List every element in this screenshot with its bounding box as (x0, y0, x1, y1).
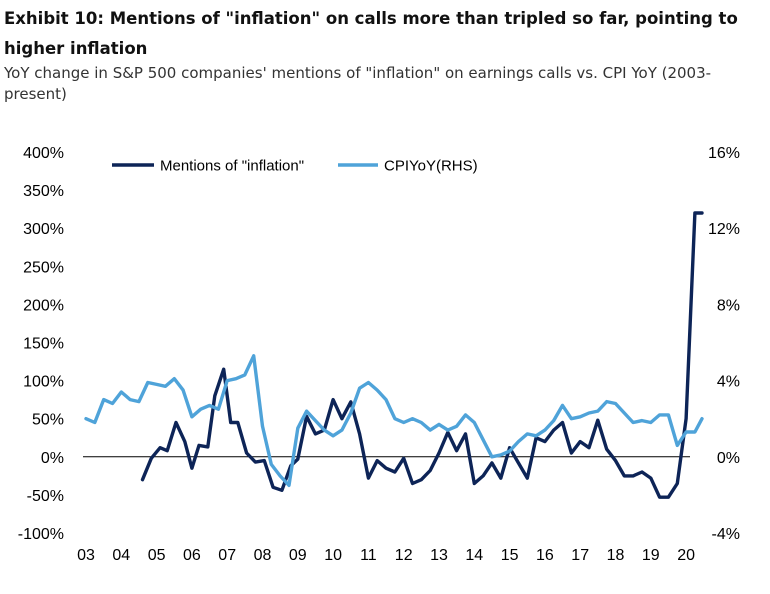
mentions-series-line (140, 211, 704, 499)
y-right-tick-label: -4% (712, 526, 740, 543)
x-tick-label: 10 (324, 547, 342, 564)
y-left-tick-label: 250% (23, 259, 64, 276)
x-tick-label: 05 (148, 547, 166, 564)
legend-label-mentions: Mentions of "inflation" (160, 158, 304, 175)
y-left-tick-label: 150% (23, 336, 64, 353)
y-left-tick-label: -50% (27, 488, 64, 505)
x-tick-label: 04 (112, 547, 130, 564)
y-right-tick-label: 8% (717, 297, 740, 314)
chart-subtitle: YoY change in S&P 500 companies' mention… (4, 64, 712, 103)
x-tick-label: 18 (607, 547, 625, 564)
y-right-tick-label: 12% (708, 221, 740, 238)
x-tick-label: 06 (183, 547, 201, 564)
y-left-tick-label: -100% (18, 526, 64, 543)
y-right-tick-label: 0% (717, 450, 740, 467)
cpi-series-line (84, 354, 704, 488)
y-left-tick-label: 350% (23, 183, 64, 200)
y-left-tick-label: 50% (32, 412, 64, 429)
y-right-tick-label: 16% (708, 145, 740, 162)
x-tick-label: 20 (677, 547, 695, 564)
x-tick-label: 17 (571, 547, 589, 564)
x-tick-label: 09 (289, 547, 307, 564)
y-right-tick-label: 4% (717, 374, 740, 391)
x-tick-label: 16 (536, 547, 554, 564)
y-left-tick-label: 400% (23, 145, 64, 162)
x-tick-label: 08 (254, 547, 272, 564)
y-left-tick-label: 100% (23, 374, 64, 391)
y-left-tick-label: 200% (23, 297, 64, 314)
y-left-tick-label: 0% (41, 450, 64, 467)
x-tick-label: 07 (218, 547, 236, 564)
x-tick-label: 13 (430, 547, 448, 564)
x-tick-label: 15 (501, 547, 519, 564)
x-tick-label: 19 (642, 547, 660, 564)
x-tick-label: 14 (465, 547, 483, 564)
x-tick-label: 12 (395, 547, 413, 564)
y-left-tick-label: 300% (23, 221, 64, 238)
x-tick-label: 11 (360, 547, 377, 564)
legend-label-cpi: CPIYoY(RHS) (384, 158, 478, 175)
chart-title: Exhibit 10: Mentions of "inflation" on c… (4, 9, 738, 58)
x-tick-label: 03 (77, 547, 95, 564)
